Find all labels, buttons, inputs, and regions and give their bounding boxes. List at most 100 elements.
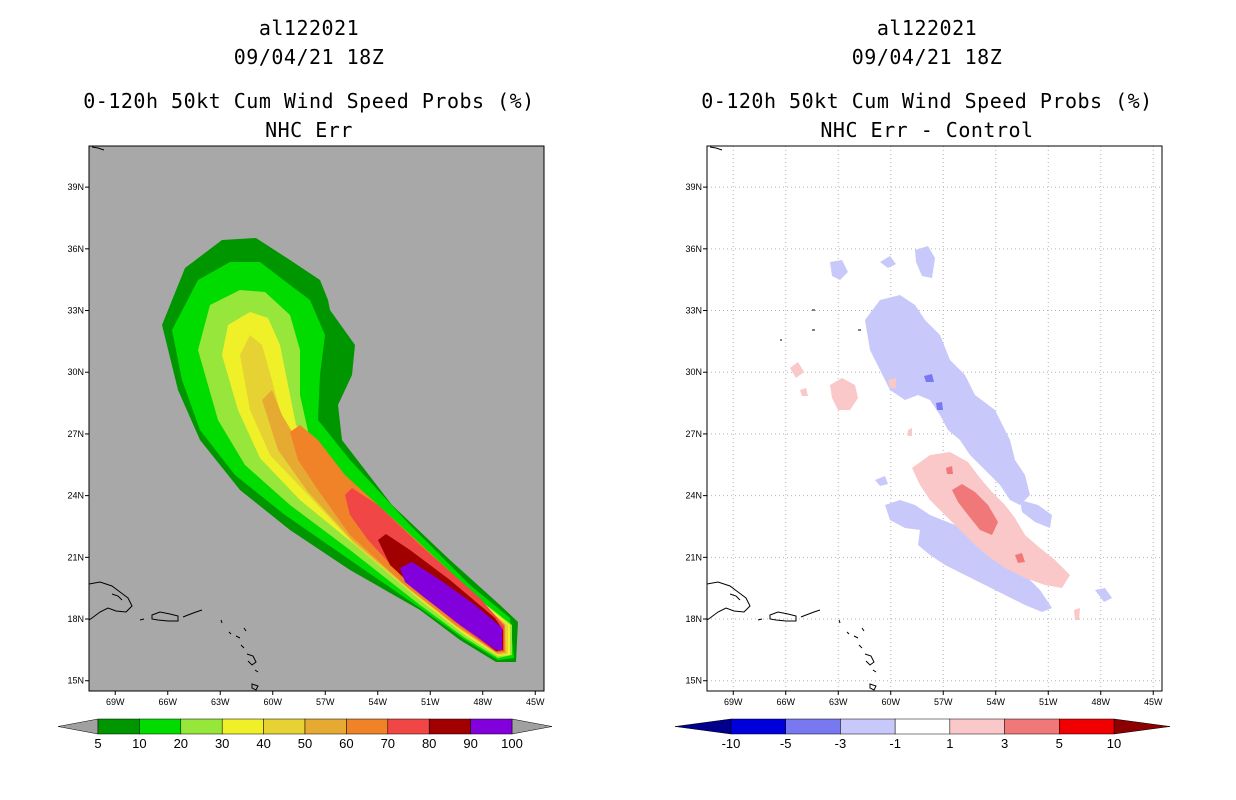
colorbar-high-triangle <box>511 718 553 735</box>
colorbar-swatch <box>387 718 430 735</box>
right-colorbar: -10 -5 -3 -1 1 3 5 10 <box>674 718 1171 751</box>
colorbar-label: -10 <box>722 736 741 751</box>
diff-neg-main <box>865 295 1030 505</box>
y-tick-label: 18N <box>685 614 702 624</box>
x-tick-label: 54W <box>986 697 1005 707</box>
left-datetime: 09/04/21 18Z <box>233 45 385 69</box>
y-tick-label: 27N <box>67 429 84 439</box>
y-tick-label: 39N <box>67 182 84 192</box>
diff-pos-dark2 <box>1015 553 1025 563</box>
colorbar-label: 70 <box>381 736 395 751</box>
left-map: 69W 66W 63W 60W 57W 54W 51W 48W 45W 15N 18N 21N 24N… <box>67 145 545 707</box>
left-contours <box>162 238 518 662</box>
colorbar-swatch <box>97 718 140 735</box>
colorbar-swatch <box>346 718 389 735</box>
y-tick-label: 27N <box>685 429 702 439</box>
right-y-ticks: 15N 18N 21N 24N 27N 30N 33N 36N 39N <box>685 182 707 686</box>
colorbar-swatch <box>180 718 223 735</box>
colorbar-label: 40 <box>256 736 270 751</box>
y-tick-label: 30N <box>67 367 84 377</box>
colorbar-swatch <box>949 718 1005 735</box>
y-tick-label: 21N <box>67 552 84 562</box>
colorbar-label: 5 <box>1056 736 1063 751</box>
diff-neg-lower <box>885 500 1052 612</box>
right-subtitle: NHC Err - Control <box>820 118 1034 142</box>
diff-pos-small2 <box>888 378 896 388</box>
x-tick-label: 60W <box>881 697 900 707</box>
x-tick-label: 69W <box>106 697 125 707</box>
colorbar-swatch <box>470 718 513 735</box>
x-tick-label: 66W <box>776 697 795 707</box>
left-colorbar: 5 10 20 30 40 50 60 70 80 90 100 <box>57 718 553 751</box>
y-tick-label: 15N <box>685 676 702 686</box>
x-tick-label: 51W <box>421 697 440 707</box>
x-tick-label: 54W <box>368 697 387 707</box>
diff-pos-small3 <box>908 428 912 436</box>
x-tick-label: 63W <box>211 697 230 707</box>
x-tick-label: 51W <box>1039 697 1058 707</box>
x-tick-label: 60W <box>263 697 282 707</box>
diff-pos-dark3 <box>946 466 953 474</box>
right-title: 0-120h 50kt Cum Wind Speed Probs (%) <box>701 89 1153 113</box>
diff-pos-small4 <box>1074 608 1080 620</box>
x-tick-label: 48W <box>473 697 492 707</box>
colorbar-label: -5 <box>780 736 792 751</box>
diff-neg-small <box>1095 588 1112 602</box>
colorbar-label: 3 <box>1001 736 1008 751</box>
colorbar-swatch <box>785 718 841 735</box>
colorbar-label: 100 <box>501 736 523 751</box>
y-tick-label: 33N <box>685 306 702 316</box>
left-subtitle: NHC Err <box>265 118 353 142</box>
diff-neg-small2 <box>875 476 888 486</box>
colorbar-label: 90 <box>463 736 477 751</box>
colorbar-swatch <box>1004 718 1060 735</box>
x-tick-label: 66W <box>158 697 177 707</box>
left-title: 0-120h 50kt Cum Wind Speed Probs (%) <box>83 89 535 113</box>
colorbar-swatch <box>263 718 306 735</box>
x-tick-label: 57W <box>316 697 335 707</box>
left-map-frame <box>88 145 545 692</box>
colorbar-swatch <box>894 718 951 735</box>
colorbar-swatch <box>139 718 182 735</box>
colorbar-swatch <box>428 718 471 735</box>
y-tick-label: 33N <box>67 306 84 316</box>
colorbar-label: 60 <box>339 736 353 751</box>
colorbar-label: 1 <box>946 736 953 751</box>
x-tick-label: 69W <box>724 697 743 707</box>
left-panel: al122021 09/04/21 18Z 0-120h 50kt Cum Wi… <box>83 16 535 142</box>
x-tick-label: 48W <box>1091 697 1110 707</box>
colorbar-swatch <box>304 718 347 735</box>
left-coastlines <box>89 146 259 691</box>
colorbar-label: -3 <box>835 736 847 751</box>
y-tick-label: 36N <box>67 244 84 254</box>
diff-neg-dark2 <box>936 402 943 410</box>
colorbar-low-triangle <box>674 718 732 735</box>
colorbar-label: 20 <box>174 736 188 751</box>
x-tick-label: 63W <box>829 697 848 707</box>
right-storm-id: al122021 <box>876 16 978 40</box>
y-tick-label: 24N <box>685 491 702 501</box>
diff-neg-top <box>915 246 935 278</box>
left-y-ticks: 15N 18N 21N 24N 27N 30N 33N 36N 39N <box>67 182 89 686</box>
y-tick-label: 21N <box>685 552 702 562</box>
y-tick-label: 36N <box>685 244 702 254</box>
y-tick-label: 30N <box>685 367 702 377</box>
right-map-frame <box>706 145 1163 692</box>
diff-pos-left2 <box>790 362 804 378</box>
colorbar-low-triangle <box>57 718 99 735</box>
right-datetime: 09/04/21 18Z <box>851 45 1003 69</box>
left-x-ticks: 69W 66W 63W 60W 57W 54W 51W 48W 45W <box>106 691 545 707</box>
right-contours <box>790 246 1112 620</box>
right-x-ticks: 69W 66W 63W 60W 57W 54W 51W 48W 45W <box>724 691 1163 707</box>
colorbar-label: 5 <box>94 736 101 751</box>
diff-neg-top3 <box>880 256 896 268</box>
right-map: 69W 66W 63W 60W 57W 54W 51W 48W 45W 15N 18N 21N 24N… <box>685 145 1163 707</box>
colorbar-label: 30 <box>215 736 229 751</box>
contour-90 <box>400 562 502 650</box>
colorbar-label: 10 <box>132 736 146 751</box>
y-tick-label: 18N <box>67 614 84 624</box>
y-tick-label: 15N <box>67 676 84 686</box>
diff-pos-small1 <box>800 388 808 396</box>
right-map-background <box>707 146 1162 691</box>
colorbar-label: 80 <box>422 736 436 751</box>
